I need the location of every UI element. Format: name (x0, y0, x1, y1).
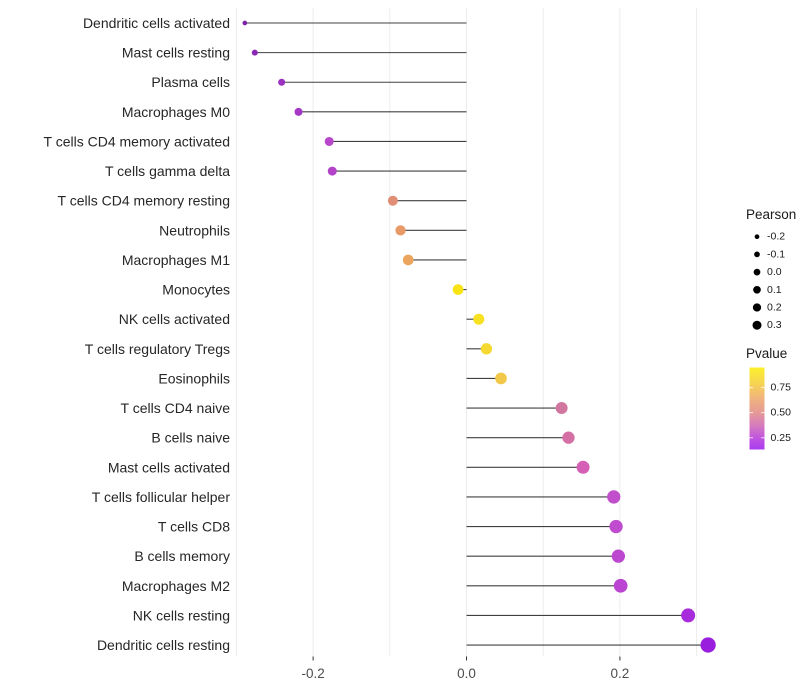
pvalue-colorbar (749, 367, 765, 450)
pvalue-legend-label: 0.50 (771, 407, 792, 419)
lollipop-dot (495, 372, 507, 385)
pvalue-legend-title: Pvalue (746, 346, 787, 361)
category-label: NK cells activated (119, 311, 230, 327)
category-label: Macrophages M0 (122, 104, 230, 120)
x-axis-tick-label: -0.2 (301, 666, 324, 681)
lollipop-dot (327, 166, 337, 176)
lollipop-dot (609, 519, 623, 534)
category-label: T cells CD4 memory resting (58, 193, 230, 209)
category-label: T cells CD4 naive (121, 400, 231, 416)
pearson-legend-label: -0.2 (767, 231, 785, 243)
category-label: Plasma cells (151, 74, 230, 90)
category-label: Neutrophils (159, 222, 230, 238)
pearson-legend-dot (754, 251, 760, 258)
category-label: T cells follicular helper (92, 489, 231, 505)
lollipop-dot (324, 136, 334, 146)
category-label: T cells CD8 (158, 519, 230, 535)
category-label: NK cells resting (133, 607, 230, 623)
category-label: Macrophages M2 (122, 578, 230, 594)
pearson-legend-dot (753, 285, 761, 294)
category-label: T cells gamma delta (105, 163, 230, 179)
pvalue-legend-label: 0.25 (771, 432, 792, 444)
category-label: Monocytes (162, 282, 230, 298)
x-axis-tick-label: 0.0 (457, 666, 476, 681)
lollipop-dot (395, 225, 406, 236)
category-label: T cells CD4 memory activated (44, 133, 230, 149)
lollipop-dot (294, 107, 303, 116)
pearson-legend-title: Pearson (746, 207, 796, 222)
lollipop-dot (576, 460, 590, 474)
lollipop-dot (562, 431, 575, 444)
lollipop-dot (278, 78, 286, 86)
pearson-legend-label: 0.3 (767, 319, 782, 331)
category-label: B cells memory (134, 548, 230, 564)
lollipop-dot (402, 254, 414, 266)
lollipop-dot (555, 402, 568, 415)
category-label: Dendritic cells activated (83, 15, 230, 31)
lollipop-dot (700, 637, 716, 653)
lollipop-dot (473, 313, 485, 325)
category-label: Macrophages M1 (122, 252, 230, 268)
lollipop-dot (480, 343, 493, 355)
pearson-legend-dot (754, 234, 760, 240)
lollipop-dot (387, 195, 398, 206)
lollipop-dot (452, 284, 464, 295)
category-label: Dendritic cells resting (97, 637, 230, 653)
pearson-legend-label: 0.0 (767, 266, 782, 278)
pearson-legend-label: 0.2 (767, 302, 782, 314)
lollipop-dot (613, 578, 628, 593)
lollipop-dot (607, 490, 621, 504)
category-label: Mast cells activated (108, 459, 230, 475)
category-label: T cells regulatory Tregs (85, 341, 230, 357)
lollipop-dot (611, 549, 626, 563)
pearson-legend-dot (752, 320, 762, 330)
pearson-legend-dot (753, 268, 761, 276)
category-label: Eosinophils (158, 370, 230, 386)
category-label: Mast cells resting (122, 45, 230, 61)
lollipop-dot (681, 608, 696, 623)
pearson-legend-dot (752, 303, 762, 312)
pvalue-legend-label: 0.75 (771, 382, 792, 394)
lollipop-dot (242, 20, 248, 26)
x-axis-tick-label: 0.2 (611, 666, 630, 681)
category-label: B cells naive (151, 430, 230, 446)
pearson-legend-label: 0.1 (767, 284, 782, 296)
lollipop-dot (251, 49, 258, 56)
pearson-legend-label: -0.1 (767, 248, 785, 260)
